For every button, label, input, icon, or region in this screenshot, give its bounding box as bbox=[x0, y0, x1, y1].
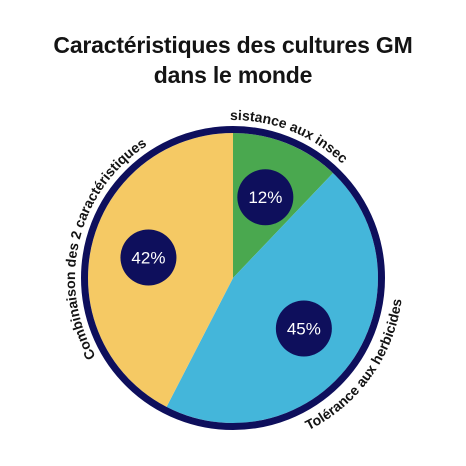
value-badge-circle bbox=[120, 229, 177, 286]
value-badge-tolerance-aux-herbicides: 45% bbox=[275, 300, 332, 357]
chart-title-line-2: dans le monde bbox=[153, 62, 313, 88]
value-badge-circle bbox=[275, 300, 332, 357]
value-label-resistance-aux-insectes: 12% bbox=[248, 188, 282, 207]
pie-slice-tolerance-aux-herbicides bbox=[166, 173, 378, 424]
value-badge-combinaison-des-2-caracteristiques: 42% bbox=[120, 229, 177, 286]
chart-title: Caractéristiques des cultures GM dans le… bbox=[0, 30, 466, 90]
value-badges: 12% 45% 42% bbox=[120, 169, 332, 357]
value-badge-resistance-aux-insectes: 12% bbox=[237, 169, 294, 226]
value-label-combinaison-des-2-caracteristiques: 42% bbox=[131, 248, 165, 267]
pie-border bbox=[81, 126, 385, 430]
value-badge-circle bbox=[237, 169, 294, 226]
value-label-tolerance-aux-herbicides: 45% bbox=[287, 319, 321, 338]
chart-title-line-1: Caractéristiques des cultures GM bbox=[53, 32, 413, 58]
